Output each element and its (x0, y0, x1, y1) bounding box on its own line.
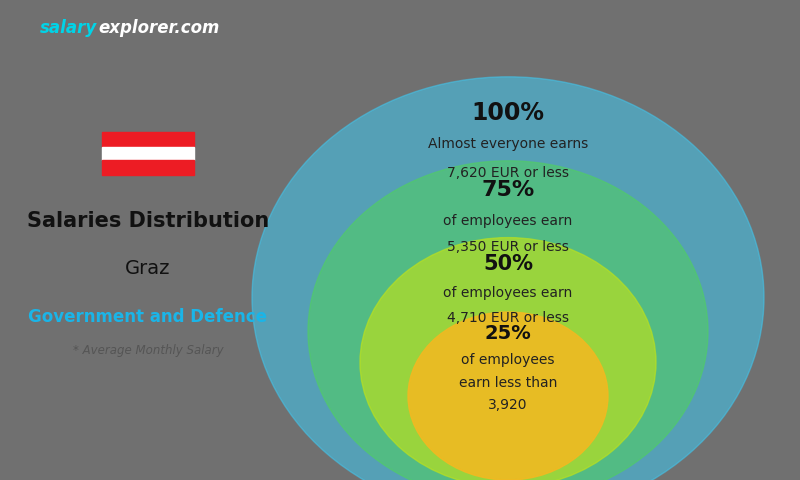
Text: of employees earn: of employees earn (443, 214, 573, 228)
Text: 7,620 EUR or less: 7,620 EUR or less (447, 166, 569, 180)
Text: earn less than: earn less than (459, 376, 557, 390)
Text: * Average Monthly Salary: * Average Monthly Salary (73, 344, 223, 357)
Bar (102, 147, 194, 160)
Ellipse shape (308, 161, 708, 480)
Text: 75%: 75% (482, 180, 534, 200)
Text: salary: salary (40, 19, 98, 37)
Text: 25%: 25% (485, 324, 531, 343)
Text: Almost everyone earns: Almost everyone earns (428, 137, 588, 151)
Text: explorer.com: explorer.com (98, 19, 220, 37)
Text: of employees earn: of employees earn (443, 286, 573, 300)
Text: 50%: 50% (483, 254, 533, 275)
Text: 4,710 EUR or less: 4,710 EUR or less (447, 311, 569, 325)
Ellipse shape (252, 77, 764, 480)
Ellipse shape (360, 238, 656, 480)
Text: Graz: Graz (126, 259, 170, 278)
Text: of employees: of employees (462, 353, 554, 367)
Bar (102, 132, 194, 147)
Text: 100%: 100% (471, 101, 545, 125)
Text: Salaries Distribution: Salaries Distribution (27, 211, 269, 231)
Ellipse shape (408, 312, 608, 480)
Text: Government and Defence: Government and Defence (29, 308, 267, 326)
Bar (102, 160, 194, 175)
Text: 5,350 EUR or less: 5,350 EUR or less (447, 240, 569, 254)
Text: 3,920: 3,920 (488, 398, 528, 412)
